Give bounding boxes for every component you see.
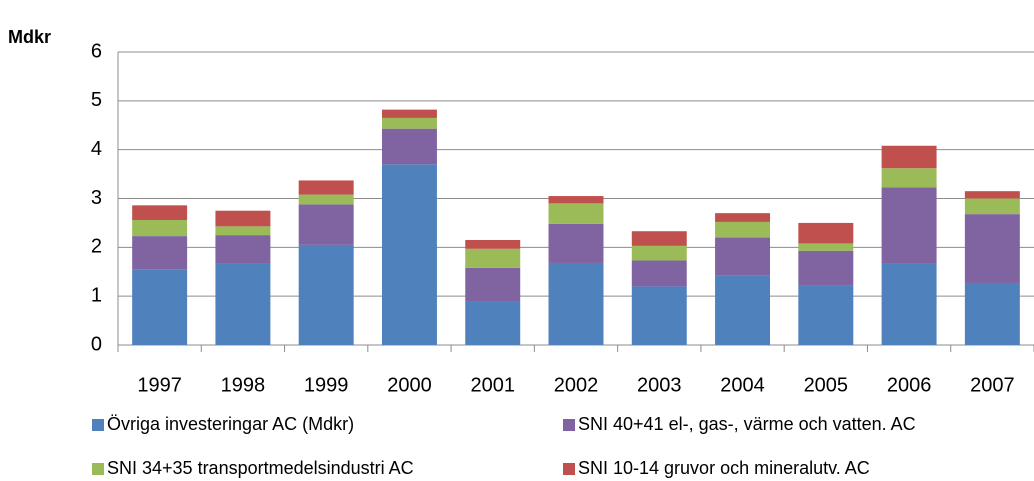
bar-segment [465, 301, 521, 345]
x-tick-label: 2005 [804, 374, 849, 396]
x-tick-label: 2007 [970, 374, 1015, 396]
bar-segment [381, 109, 437, 118]
x-tick-label: 1997 [137, 374, 182, 396]
legend-swatch [92, 463, 104, 475]
bar-segment [465, 248, 521, 268]
y-tick-label: 6 [91, 40, 102, 62]
bar-segment [798, 250, 854, 286]
bar-segment [881, 263, 937, 345]
legend-label: SNI 34+35 transportmedelsindustri AC [107, 458, 414, 478]
bar-segment [298, 180, 354, 195]
bar-segment [631, 286, 687, 345]
bar-segment [381, 164, 437, 345]
bar-segment [381, 117, 437, 129]
bar-segment [132, 205, 188, 220]
bar-segment [964, 282, 1020, 345]
axis-title: Mdkr [8, 27, 51, 47]
x-tick-label: 2004 [720, 374, 765, 396]
bar-segment [715, 237, 771, 276]
x-tick-label: 1999 [304, 374, 349, 396]
x-tick-label: 2003 [637, 374, 682, 396]
bar-segment [298, 194, 354, 205]
legend-swatch [563, 463, 575, 475]
x-tick-label: 2000 [387, 374, 432, 396]
x-tick-label: 2006 [887, 374, 932, 396]
bar-segment [798, 285, 854, 345]
bar-segment [132, 269, 188, 345]
y-tick-label: 2 [91, 236, 102, 258]
bar-segment [548, 223, 604, 263]
bar-segment [964, 214, 1020, 283]
bar-segment [132, 219, 188, 237]
bar-segment [215, 235, 271, 264]
bar-segment [465, 267, 521, 302]
bar-segment [548, 196, 604, 204]
bar-segment [465, 240, 521, 249]
bar-segment [215, 210, 271, 227]
legend-swatch [563, 419, 575, 431]
bar-segment [881, 168, 937, 188]
bar-segment [548, 262, 604, 345]
y-tick-label: 4 [91, 138, 102, 160]
bar-segment [631, 245, 687, 261]
bar-segment [881, 145, 937, 169]
bar-segment [881, 187, 937, 264]
bar-segment [715, 213, 771, 222]
bar-segment [798, 222, 854, 244]
bar-segment [132, 236, 188, 270]
y-tick-label: 5 [91, 89, 102, 111]
bar-segment [715, 275, 771, 345]
bar-segment [964, 198, 1020, 215]
x-tick-label: 1998 [221, 374, 266, 396]
bar-segment [548, 203, 604, 224]
y-tick-label: 0 [91, 333, 102, 355]
x-tick-label: 2002 [554, 374, 599, 396]
bar-segment [215, 263, 271, 345]
legend-label: Övriga investeringar AC (Mdkr) [107, 414, 354, 434]
bar-segment [964, 191, 1020, 199]
bar-segment [381, 128, 437, 165]
legend-label: SNI 10-14 gruvor och mineralutv. AC [578, 458, 870, 478]
bar-segment [215, 226, 271, 236]
bar-segment [298, 244, 354, 345]
bar-segment [798, 243, 854, 251]
y-tick-label: 1 [91, 284, 102, 306]
bar-segment [631, 260, 687, 287]
bar-segment [715, 221, 771, 238]
bar-segment [631, 231, 687, 246]
legend-swatch [92, 419, 104, 431]
y-tick-label: 3 [91, 187, 102, 209]
x-tick-label: 2001 [470, 374, 515, 396]
legend-label: SNI 40+41 el-, gas-, värme och vatten. A… [578, 414, 916, 434]
bar-segment [298, 204, 354, 245]
